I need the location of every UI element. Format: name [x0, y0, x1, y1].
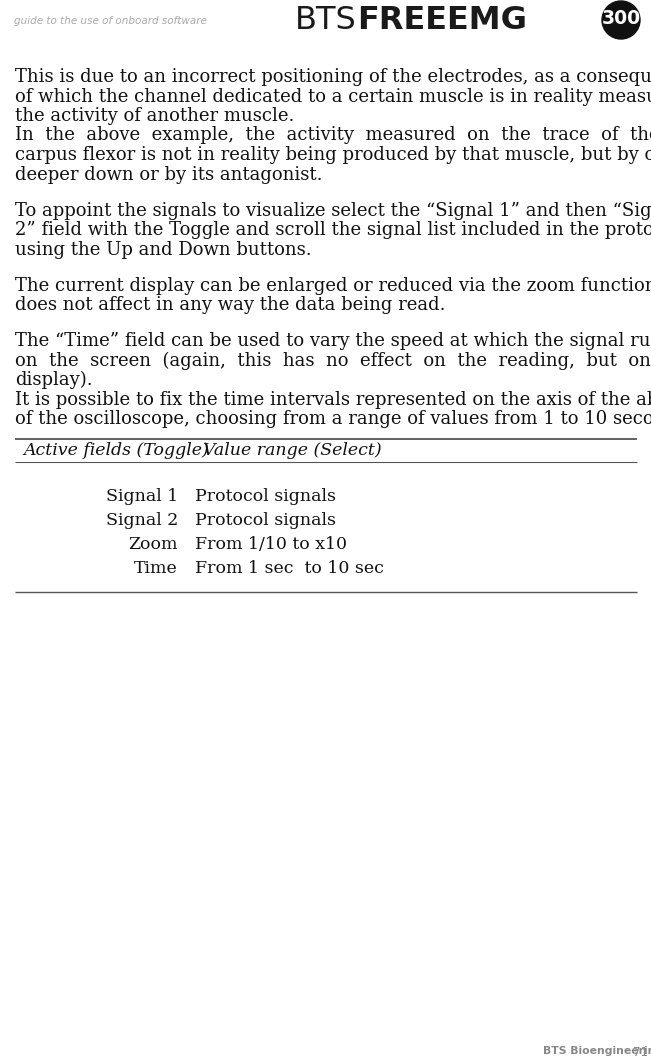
Text: Protocol signals: Protocol signals [195, 488, 336, 506]
Text: Active fields (Toggle): Active fields (Toggle) [23, 442, 209, 459]
Text: From 1/10 to x10: From 1/10 to x10 [195, 536, 347, 553]
Text: on  the  screen  (again,  this  has  no  effect  on  the  reading,  but  only  o: on the screen (again, this has no effect… [15, 351, 651, 370]
Text: display).: display). [15, 371, 92, 389]
Text: carpus flexor is not in reality being produced by that muscle, but by one: carpus flexor is not in reality being pr… [15, 146, 651, 164]
Text: 2” field with the Toggle and scroll the signal list included in the protocol: 2” field with the Toggle and scroll the … [15, 221, 651, 239]
Text: Time: Time [134, 561, 178, 578]
Text: Protocol signals: Protocol signals [195, 512, 336, 529]
Text: the activity of another muscle.: the activity of another muscle. [15, 107, 294, 125]
Text: does not affect in any way the data being read.: does not affect in any way the data bein… [15, 296, 445, 314]
Text: of the oscilloscope, choosing from a range of values from 1 to 10 seconds.: of the oscilloscope, choosing from a ran… [15, 411, 651, 428]
Text: FREEEMG: FREEEMG [357, 5, 527, 36]
Text: 71: 71 [633, 1046, 648, 1058]
Text: It is possible to fix the time intervals represented on the axis of the abscissa: It is possible to fix the time intervals… [15, 390, 651, 408]
Text: The current display can be enlarged or reduced via the zoom function: this: The current display can be enlarged or r… [15, 276, 651, 294]
Text: Signal 2: Signal 2 [105, 512, 178, 529]
Circle shape [602, 1, 640, 39]
Text: 300: 300 [602, 10, 641, 29]
Text: This is due to an incorrect positioning of the electrodes, as a consequence: This is due to an incorrect positioning … [15, 68, 651, 86]
Text: deeper down or by its antagonist.: deeper down or by its antagonist. [15, 165, 322, 183]
Text: guide to the use of onboard software: guide to the use of onboard software [14, 16, 207, 26]
Text: The “Time” field can be used to vary the speed at which the signal runs: The “Time” field can be used to vary the… [15, 332, 651, 350]
Text: To appoint the signals to visualize select the “Signal 1” and then “Signal: To appoint the signals to visualize sele… [15, 202, 651, 220]
Text: Zoom: Zoom [128, 536, 178, 553]
Text: Signal 1: Signal 1 [105, 488, 178, 506]
Text: using the Up and Down buttons.: using the Up and Down buttons. [15, 240, 312, 258]
Text: In  the  above  example,  the  activity  measured  on  the  trace  of  the  ulna: In the above example, the activity measu… [15, 127, 651, 145]
Text: BTS: BTS [295, 5, 357, 36]
Text: BTS Bioengineering: BTS Bioengineering [543, 1046, 651, 1056]
Text: From 1 sec  to 10 sec: From 1 sec to 10 sec [195, 561, 384, 578]
Text: of which the channel dedicated to a certain muscle is in reality measuring: of which the channel dedicated to a cert… [15, 88, 651, 106]
Text: Value range (Select): Value range (Select) [203, 442, 381, 459]
